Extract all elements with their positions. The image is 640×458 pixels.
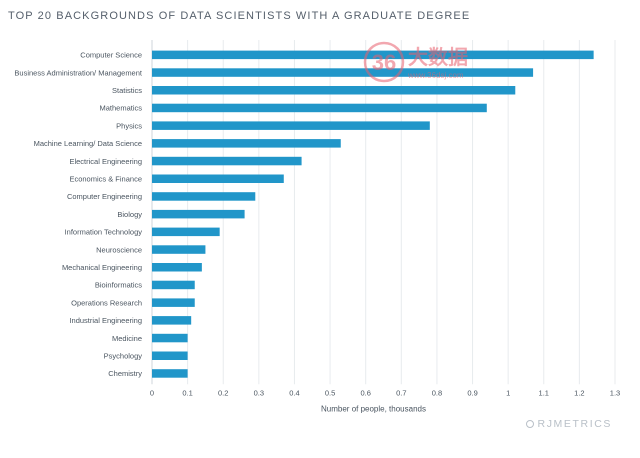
- bar: [152, 227, 220, 237]
- bar: [152, 316, 192, 325]
- category-label: Bioinformatics: [95, 281, 142, 290]
- x-tick-label: 0.9: [467, 388, 477, 397]
- category-labels: Computer Science Business Administration/…: [14, 51, 142, 379]
- watermark-number: 36: [372, 50, 396, 75]
- category-label: Machine Learning/ Data Science: [34, 139, 142, 148]
- category-label: Physics: [116, 121, 142, 130]
- bar: [152, 298, 195, 307]
- bar: [152, 68, 534, 77]
- brand-circle-icon: [525, 420, 534, 428]
- x-tick-label: 1.2: [574, 388, 584, 397]
- x-tick-label: 0.1: [182, 388, 192, 397]
- category-label: Neuroscience: [96, 245, 142, 254]
- category-label: Business Administration/ Management: [14, 68, 142, 77]
- bar: [152, 369, 188, 378]
- category-label: Operations Research: [71, 298, 142, 307]
- brand-text: RJMETRICS: [537, 418, 612, 430]
- x-tick-label: 0.6: [360, 388, 370, 397]
- bar: [152, 139, 341, 148]
- watermark-url: www.36dsj.com: [407, 71, 464, 80]
- brand-logo: RJMETRICS: [525, 418, 612, 430]
- grid-lines: [151, 40, 616, 385]
- bar: [152, 192, 256, 201]
- category-label: Computer Science: [80, 51, 142, 60]
- bar: [152, 86, 516, 95]
- watermark-cn-text: 大数据: [408, 45, 468, 69]
- watermark-logo: 36 大数据 www.36dsj.com: [362, 40, 512, 84]
- bar: [152, 50, 594, 60]
- category-label: Chemistry: [108, 369, 142, 378]
- bar: [152, 263, 202, 272]
- bar: [152, 333, 188, 343]
- bar: [152, 209, 245, 219]
- category-label: Statistics: [112, 86, 142, 95]
- bars: [152, 50, 594, 378]
- x-tick-label: 0.8: [432, 388, 442, 397]
- category-label: Electrical Engineering: [69, 157, 142, 166]
- x-tick-label: 0.5: [325, 388, 335, 397]
- category-label: Economics & Finance: [69, 174, 142, 183]
- category-label: Medicine: [112, 334, 142, 343]
- bar: [152, 174, 284, 183]
- category-label: Information Technology: [65, 228, 143, 237]
- category-label: Mathematics: [99, 104, 142, 113]
- x-tick-label: 0.3: [254, 388, 264, 397]
- bar: [152, 103, 487, 113]
- x-tick-label: 0: [150, 388, 154, 397]
- x-tick-label: 1: [506, 388, 510, 397]
- bar: [152, 156, 302, 166]
- category-label: Industrial Engineering: [69, 316, 142, 325]
- x-axis-label: Number of people, thousands: [321, 404, 426, 413]
- chart-title: TOP 20 BACKGROUNDS OF DATA SCIENTISTS WI…: [8, 10, 471, 22]
- category-label: Computer Engineering: [67, 192, 142, 201]
- x-tick-label: 0.2: [218, 388, 228, 397]
- x-tick-labels: 0 0.1 0.2 0.3 0.4 0.5 0.6 0.7 0.8 0.9 1 1.1 1.2 1.3: [150, 388, 620, 397]
- bar: [152, 121, 430, 130]
- bar: [152, 351, 188, 360]
- category-label: Psychology: [104, 351, 143, 360]
- x-tick-label: 1.3: [610, 388, 620, 397]
- x-tick-label: 0.4: [289, 388, 299, 397]
- category-label: Mechanical Engineering: [62, 263, 142, 272]
- category-label: Biology: [117, 210, 142, 219]
- x-tick-label: 1.1: [539, 388, 549, 397]
- bar: [152, 280, 195, 290]
- x-tick-label: 0.7: [396, 388, 406, 397]
- bar: [152, 245, 206, 254]
